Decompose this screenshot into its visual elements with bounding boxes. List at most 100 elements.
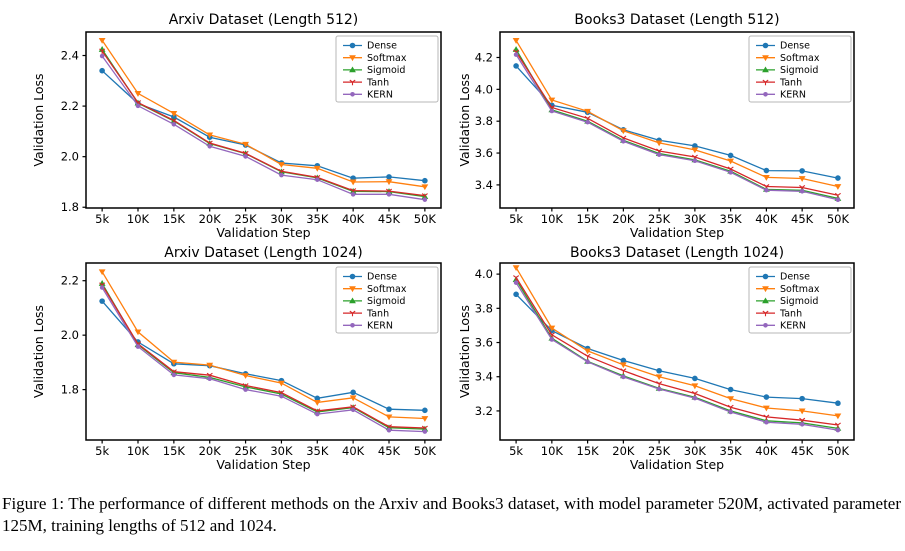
- tri-down-marker-icon: [656, 381, 663, 387]
- triangle-up-marker-icon: [349, 66, 356, 73]
- y-tick-label: 2.0: [61, 328, 79, 342]
- dot-marker-icon: [656, 386, 662, 392]
- legend-label: Dense: [367, 272, 397, 283]
- triangle-down-marker-icon: [798, 408, 806, 415]
- dot-marker-icon: [513, 280, 519, 285]
- circle-marker-icon: [513, 63, 519, 69]
- chart-title: Arxiv Dataset (Length 512): [169, 12, 359, 28]
- circle-marker-icon: [422, 177, 428, 184]
- legend-label: Sigmoid: [780, 296, 818, 307]
- legend-label: Dense: [780, 272, 810, 283]
- x-tick-label: 40K: [342, 444, 365, 458]
- x-tick-label: 25K: [234, 444, 257, 458]
- dot-marker-icon: [314, 411, 320, 417]
- triangle-down-marker-icon: [278, 380, 285, 387]
- x-tick-label: 15K: [577, 444, 600, 458]
- triangle-down-marker-icon: [584, 108, 592, 115]
- tri-down-marker-icon: [763, 414, 770, 421]
- y-tick-label: 3.4: [475, 178, 493, 192]
- dot-marker-icon: [99, 285, 105, 290]
- legend-item-dense: Dense: [756, 272, 810, 283]
- triangle-down-marker-icon: [349, 286, 356, 293]
- figure-caption: Figure 1: The performance of different m…: [2, 494, 901, 535]
- dot-marker-icon: [243, 387, 248, 392]
- dot-marker-icon: [764, 419, 769, 425]
- y-axis-label: Validation Loss: [457, 305, 472, 398]
- dot-marker-icon: [621, 374, 626, 380]
- series-line-softmax: [512, 265, 842, 420]
- triangle-down-marker-icon: [313, 400, 321, 406]
- dot-marker-icon: [279, 172, 284, 178]
- legend-item-dense: Dense: [343, 272, 397, 283]
- series-line-kern: [99, 53, 428, 202]
- dot-marker-icon: [279, 393, 284, 399]
- y-tick-label: 2.4: [61, 49, 79, 63]
- series-line-softmax: [98, 269, 429, 422]
- dot-marker-icon: [799, 421, 805, 427]
- circle-marker-icon: [835, 400, 841, 407]
- x-tick-label: 45K: [791, 444, 814, 458]
- y-tick-label: 1.8: [61, 200, 79, 214]
- y-axis-label: Validation Loss: [31, 73, 46, 166]
- x-tick-label: 25K: [648, 212, 671, 226]
- x-tick-label: 5k: [95, 212, 109, 226]
- dot-marker-icon: [350, 92, 355, 97]
- x-tick-label: 15K: [577, 212, 600, 226]
- x-tick-label: 40K: [342, 212, 365, 226]
- triangle-down-marker-icon: [134, 329, 142, 336]
- triangle-down-marker-icon: [548, 325, 556, 332]
- dot-marker-icon: [422, 429, 428, 434]
- series-line-kern: [513, 52, 841, 203]
- tri-down-marker-icon: [762, 310, 769, 317]
- triangle-up-marker-icon: [349, 297, 356, 304]
- dot-marker-icon: [350, 407, 356, 413]
- x-tick-label: 35K: [306, 212, 329, 226]
- y-tick-label: 2.2: [61, 99, 79, 113]
- series-line-dense: [99, 298, 428, 414]
- triangle-up-marker-icon: [762, 297, 769, 304]
- y-tick-label: 1.8: [61, 383, 79, 397]
- x-axis-label: Validation Step: [630, 225, 724, 240]
- triangle-down-marker-icon: [655, 140, 663, 147]
- circle-marker-icon: [799, 395, 805, 402]
- circle-marker-icon: [762, 273, 769, 280]
- legend-label: Tanh: [366, 308, 389, 319]
- triangle-down-marker-icon: [385, 414, 393, 421]
- x-tick-label: 35K: [720, 212, 743, 226]
- tri-down-marker-icon: [620, 368, 627, 374]
- dot-marker-icon: [386, 192, 392, 197]
- x-tick-label: 10K: [127, 444, 150, 458]
- triangle-up-marker-icon: [762, 66, 769, 73]
- triangle-up-marker-icon: [512, 46, 520, 52]
- circle-marker-icon: [835, 175, 841, 181]
- dot-marker-icon: [621, 138, 626, 144]
- y-axis-ticks: 3.4 3.6 3.8 4.0 4.2: [475, 50, 500, 192]
- triangle-down-marker-icon: [727, 396, 735, 403]
- triangle-down-marker-icon: [762, 175, 770, 181]
- legend-label: KERN: [780, 90, 806, 101]
- chart-books3-1024: Books3 Dataset (Length 1024) 5k 10K 15K 20K 2…: [457, 245, 855, 472]
- x-axis-ticks: 5k 10K 15K 20K 25K 30K 35K 40K 45K 50K: [95, 208, 436, 226]
- circle-marker-icon: [386, 174, 392, 180]
- circle-marker-icon: [350, 389, 356, 396]
- circle-marker-icon: [349, 42, 356, 49]
- legend-item-kern: KERN: [343, 90, 393, 101]
- x-axis-ticks: 5k 10K 15K 20K 25K 30K 35K 40K 45K 50K: [95, 440, 436, 458]
- x-tick-label: 50K: [414, 212, 437, 226]
- triangle-down-marker-icon: [762, 286, 769, 293]
- triangle-up-marker-icon: [98, 46, 106, 52]
- circle-marker-icon: [763, 394, 770, 400]
- tri-down-marker-icon: [584, 353, 591, 360]
- circle-marker-icon: [422, 407, 428, 414]
- x-tick-label: 15K: [163, 212, 186, 226]
- legend-item-dense: Dense: [343, 41, 397, 52]
- legend-label: Sigmoid: [367, 296, 405, 307]
- triangle-down-marker-icon: [98, 269, 106, 276]
- x-tick-label: 25K: [234, 212, 257, 226]
- series-line-softmax: [98, 37, 429, 191]
- triangle-down-marker-icon: [170, 111, 178, 117]
- x-tick-label: 45K: [378, 212, 401, 226]
- legend-label: Softmax: [367, 284, 407, 295]
- triangle-down-marker-icon: [691, 147, 699, 154]
- legend-item-softmax: Softmax: [343, 284, 407, 295]
